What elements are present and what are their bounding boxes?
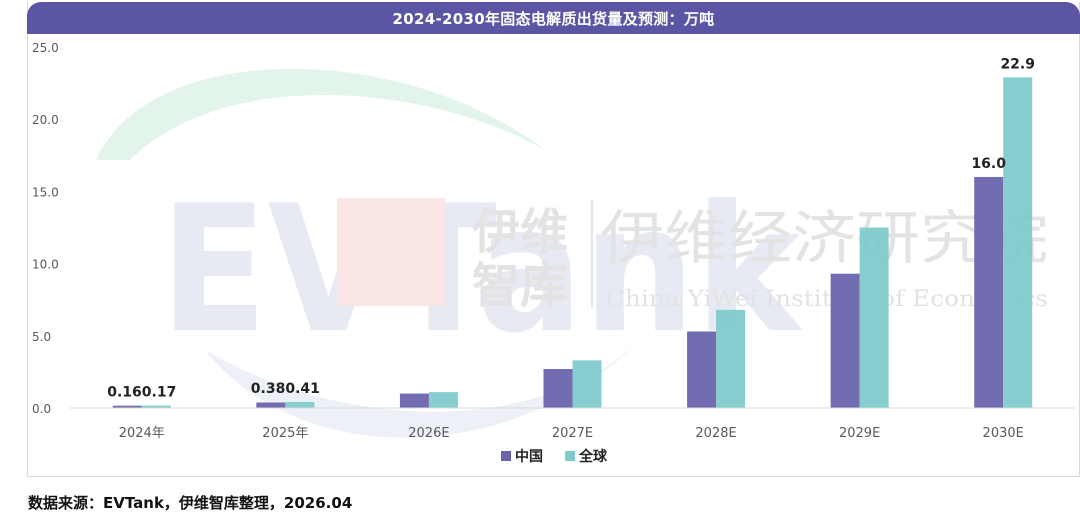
y-axis: 0.0 5.0 10.0 15.0 20.0 25.0 xyxy=(32,41,59,416)
legend-label-china: 中国 xyxy=(515,448,543,465)
bar-global xyxy=(572,360,602,408)
legend-swatch-global xyxy=(565,451,575,461)
bar-global xyxy=(141,405,171,408)
watermark: EVTank 伊维 智库 伊维经济研究院 China YiWei Institu… xyxy=(96,68,1048,438)
y-tick-label: 15.0 xyxy=(32,185,59,199)
legend-label-global: 全球 xyxy=(578,448,608,465)
x-tick-label: 2025年 xyxy=(262,426,308,441)
y-tick-label: 20.0 xyxy=(32,113,59,127)
watermark-cn-long: 伊维经济研究院 xyxy=(600,204,1048,272)
watermark-cn-short-1: 伊维 xyxy=(471,204,568,260)
legend: 中国 全球 xyxy=(501,448,608,465)
bar-china xyxy=(256,402,286,408)
watermark-cn-short-2: 智库 xyxy=(472,258,568,314)
data-label: 22.9 xyxy=(1000,56,1035,72)
x-axis: 2024年 2025年 2026E 2027E 2028E 2029E 2030E xyxy=(119,426,1024,441)
legend-swatch-china xyxy=(501,451,511,461)
y-tick-label: 25.0 xyxy=(32,41,59,55)
chart-title-bar: 2024-2030年固态电解质出货量及预测：万吨 xyxy=(27,2,1080,34)
x-tick-label: 2030E xyxy=(983,426,1024,441)
y-tick-label: 5.0 xyxy=(32,330,51,344)
y-tick-label: 0.0 xyxy=(32,402,51,416)
x-tick-label: 2026E xyxy=(408,426,449,441)
x-tick-label: 2024年 xyxy=(119,426,165,441)
data-label: 0.160.17 xyxy=(107,385,176,401)
bars xyxy=(112,77,1033,408)
x-tick-label: 2029E xyxy=(839,426,880,441)
bar-global xyxy=(716,309,746,408)
watermark-swoosh-lower xyxy=(205,330,650,438)
bar-global xyxy=(859,227,889,408)
bar-china xyxy=(543,369,573,408)
bar-global xyxy=(428,392,458,408)
bar-china xyxy=(830,273,860,408)
data-labels: 0.160.17 0.380.41 16.0 22.9 xyxy=(107,56,1035,400)
data-label: 0.380.41 xyxy=(251,381,320,397)
watermark-swoosh xyxy=(96,68,545,160)
bar-china xyxy=(974,176,1004,408)
bar-china xyxy=(687,331,717,408)
data-label: 16.0 xyxy=(971,156,1006,172)
bar-china xyxy=(399,393,429,408)
bar-global xyxy=(285,402,315,408)
y-tick-label: 10.0 xyxy=(32,258,59,272)
chart-title: 2024-2030年固态电解质出货量及预测：万吨 xyxy=(392,9,715,28)
x-tick-label: 2028E xyxy=(695,426,736,441)
x-tick-label: 2027E xyxy=(552,426,593,441)
watermark-red-block xyxy=(337,198,445,306)
bar-global xyxy=(1003,77,1033,408)
source-note: 数据来源：EVTank，伊维智库整理，2026.04 xyxy=(28,494,353,512)
bar-china xyxy=(112,405,142,408)
